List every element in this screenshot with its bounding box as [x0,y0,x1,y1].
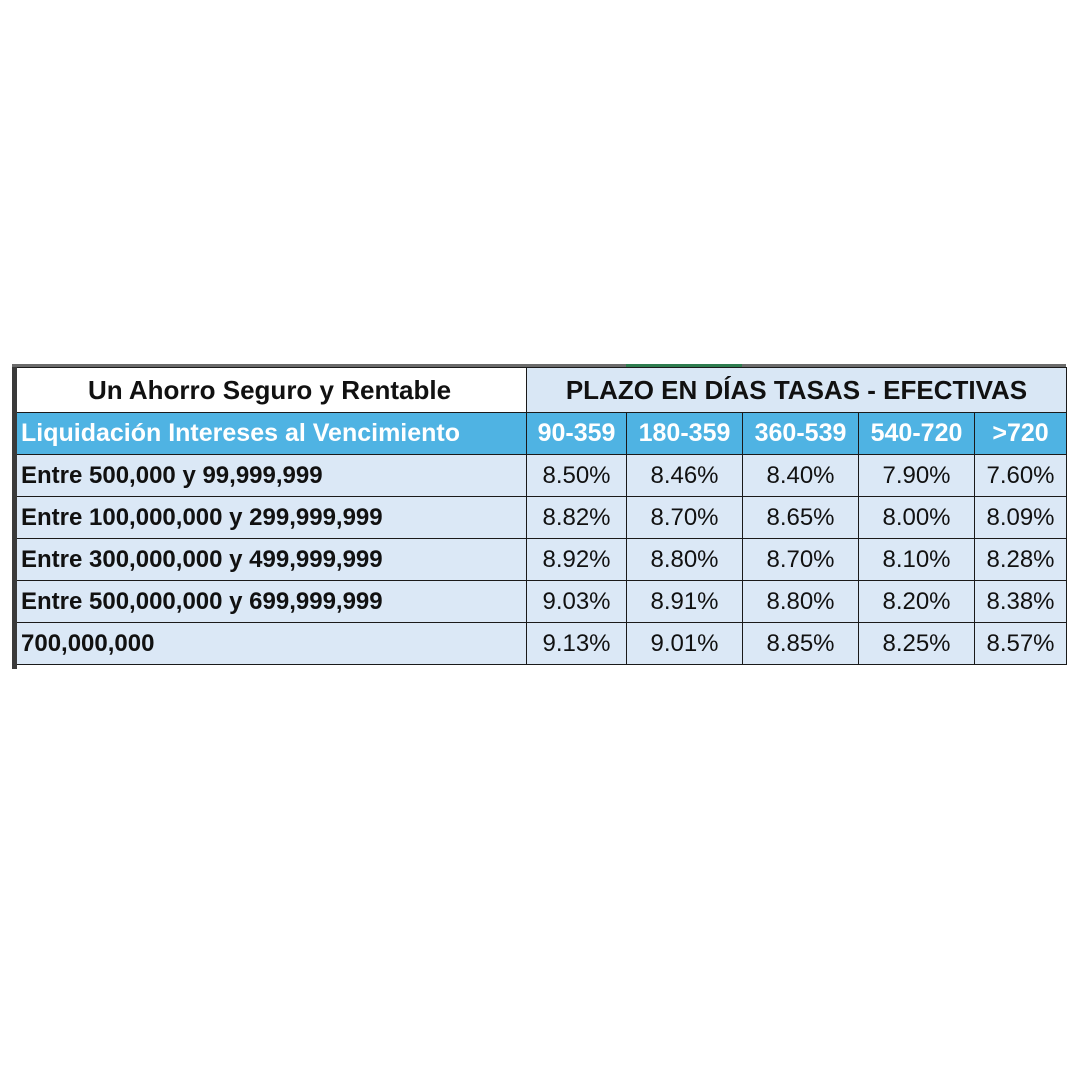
rate-cell[interactable]: 8.40% [742,454,859,497]
rate-cell[interactable]: 8.50% [526,454,627,497]
rate-cell[interactable]: 8.28% [974,538,1067,581]
rate-cell[interactable]: 8.80% [626,538,743,581]
rate-cell[interactable]: 8.38% [974,580,1067,623]
rate-cell[interactable]: 8.25% [858,622,975,665]
rate-cell[interactable]: 7.90% [858,454,975,497]
selected-column-indicator [626,364,742,368]
term-range-header[interactable]: 90-359 [526,412,627,455]
rate-cell[interactable]: 9.13% [526,622,627,665]
amount-cell[interactable]: 700,000,000 [12,622,527,665]
rate-cell[interactable]: 8.92% [526,538,627,581]
table-row: Entre 100,000,000 y 299,999,999 8.82% 8.… [12,496,1067,539]
table-row: Entre 300,000,000 y 499,999,999 8.92% 8.… [12,538,1067,581]
amount-cell[interactable]: Entre 100,000,000 y 299,999,999 [12,496,527,539]
row-header-label[interactable]: Liquidación Intereses al Vencimiento [12,412,527,455]
rate-cell[interactable]: 8.65% [742,496,859,539]
table-row: Entre 500,000 y 99,999,999 8.50% 8.46% 8… [12,454,1067,497]
rate-cell[interactable]: 8.80% [742,580,859,623]
rate-cell[interactable]: 8.70% [742,538,859,581]
rate-cell[interactable]: 8.82% [526,496,627,539]
table-row: Entre 500,000,000 y 699,999,999 9.03% 8.… [12,580,1067,623]
rate-cell[interactable]: 8.57% [974,622,1067,665]
amount-cell[interactable]: Entre 300,000,000 y 499,999,999 [12,538,527,581]
rate-cell[interactable]: 8.46% [626,454,743,497]
table-title[interactable]: Un Ahorro Seguro y Rentable [12,367,527,413]
term-header[interactable]: PLAZO EN DÍAS TASAS - EFECTIVAS [526,367,1067,413]
title-row: Un Ahorro Seguro y Rentable PLAZO EN DÍA… [12,367,1067,413]
rate-cell[interactable]: 8.20% [858,580,975,623]
amount-cell[interactable]: Entre 500,000 y 99,999,999 [12,454,527,497]
rate-cell[interactable]: 9.03% [526,580,627,623]
sheet-left-border [12,367,17,669]
term-range-header[interactable]: 360-539 [742,412,859,455]
rates-table: Un Ahorro Seguro y Rentable PLAZO EN DÍA… [12,367,1067,665]
column-header-row: Liquidación Intereses al Vencimiento 90-… [12,412,1067,455]
rate-cell[interactable]: 8.10% [858,538,975,581]
rate-cell[interactable]: 8.91% [626,580,743,623]
rate-cell[interactable]: 8.00% [858,496,975,539]
rate-cell[interactable]: 7.60% [974,454,1067,497]
sheet-top-border [12,364,1066,368]
term-range-header[interactable]: 180-359 [626,412,743,455]
term-range-header[interactable]: >720 [974,412,1067,455]
rate-cell[interactable]: 8.09% [974,496,1067,539]
term-range-header[interactable]: 540-720 [858,412,975,455]
rate-cell[interactable]: 8.85% [742,622,859,665]
rate-cell[interactable]: 8.70% [626,496,743,539]
table-row: 700,000,000 9.13% 9.01% 8.85% 8.25% 8.57… [12,622,1067,665]
amount-cell[interactable]: Entre 500,000,000 y 699,999,999 [12,580,527,623]
rate-cell[interactable]: 9.01% [626,622,743,665]
